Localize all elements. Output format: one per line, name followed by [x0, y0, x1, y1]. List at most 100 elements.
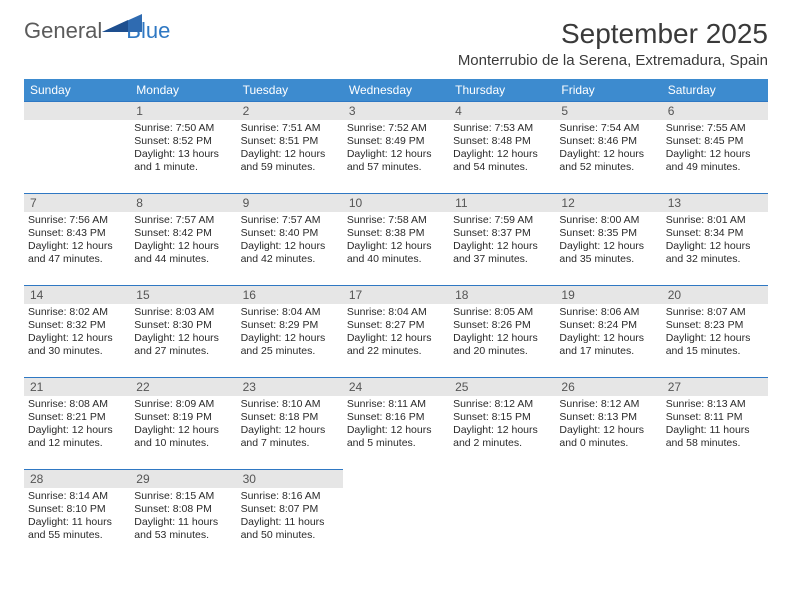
sunrise-text: Sunrise: 8:07 AM: [666, 306, 764, 319]
day-number: 21: [24, 377, 130, 396]
day-number: 20: [662, 285, 768, 304]
calendar-week-row: 14Sunrise: 8:02 AMSunset: 8:32 PMDayligh…: [24, 285, 768, 377]
month-title: September 2025: [458, 18, 768, 50]
sunset-text: Sunset: 8:19 PM: [134, 411, 232, 424]
sunrise-text: Sunrise: 8:04 AM: [347, 306, 445, 319]
daylight-text: Daylight: 12 hours and 49 minutes.: [666, 148, 764, 174]
day-number: 10: [343, 193, 449, 212]
brand-name-part1: General: [24, 18, 102, 44]
day-number: 25: [449, 377, 555, 396]
sunrise-text: Sunrise: 7:50 AM: [134, 122, 232, 135]
daylight-text: Daylight: 12 hours and 47 minutes.: [28, 240, 126, 266]
sunrise-text: Sunrise: 7:58 AM: [347, 214, 445, 227]
sunrise-text: Sunrise: 7:57 AM: [241, 214, 339, 227]
daylight-text: Daylight: 12 hours and 0 minutes.: [559, 424, 657, 450]
calendar-cell: 11Sunrise: 7:59 AMSunset: 8:37 PMDayligh…: [449, 193, 555, 285]
daylight-text: Daylight: 12 hours and 7 minutes.: [241, 424, 339, 450]
calendar-cell: 10Sunrise: 7:58 AMSunset: 8:38 PMDayligh…: [343, 193, 449, 285]
daylight-text: Daylight: 11 hours and 58 minutes.: [666, 424, 764, 450]
daylight-text: Daylight: 12 hours and 57 minutes.: [347, 148, 445, 174]
sunrise-text: Sunrise: 8:15 AM: [134, 490, 232, 503]
calendar-cell: 29Sunrise: 8:15 AMSunset: 8:08 PMDayligh…: [130, 469, 236, 561]
sunrise-text: Sunrise: 8:02 AM: [28, 306, 126, 319]
sunset-text: Sunset: 8:13 PM: [559, 411, 657, 424]
sunset-text: Sunset: 8:52 PM: [134, 135, 232, 148]
calendar-cell: 9Sunrise: 7:57 AMSunset: 8:40 PMDaylight…: [237, 193, 343, 285]
daylight-text: Daylight: 12 hours and 5 minutes.: [347, 424, 445, 450]
daylight-text: Daylight: 12 hours and 37 minutes.: [453, 240, 551, 266]
header: General Blue September 2025 Monterrubio …: [24, 18, 768, 69]
day-number: 24: [343, 377, 449, 396]
daylight-text: Daylight: 12 hours and 30 minutes.: [28, 332, 126, 358]
day-header: Saturday: [662, 79, 768, 101]
sunset-text: Sunset: 8:24 PM: [559, 319, 657, 332]
daylight-text: Daylight: 11 hours and 50 minutes.: [241, 516, 339, 542]
day-header: Tuesday: [237, 79, 343, 101]
calendar-cell: [555, 469, 661, 561]
daylight-text: Daylight: 12 hours and 27 minutes.: [134, 332, 232, 358]
day-number: 29: [130, 469, 236, 488]
calendar-cell: 22Sunrise: 8:09 AMSunset: 8:19 PMDayligh…: [130, 377, 236, 469]
daylight-text: Daylight: 11 hours and 53 minutes.: [134, 516, 232, 542]
day-header: Sunday: [24, 79, 130, 101]
sunrise-text: Sunrise: 8:10 AM: [241, 398, 339, 411]
calendar-cell: [449, 469, 555, 561]
sunset-text: Sunset: 8:07 PM: [241, 503, 339, 516]
sunset-text: Sunset: 8:38 PM: [347, 227, 445, 240]
day-number: 8: [130, 193, 236, 212]
daylight-text: Daylight: 12 hours and 22 minutes.: [347, 332, 445, 358]
sunrise-text: Sunrise: 8:05 AM: [453, 306, 551, 319]
day-number: 30: [237, 469, 343, 488]
calendar-cell: 23Sunrise: 8:10 AMSunset: 8:18 PMDayligh…: [237, 377, 343, 469]
calendar-cell: 27Sunrise: 8:13 AMSunset: 8:11 PMDayligh…: [662, 377, 768, 469]
calendar-cell: 16Sunrise: 8:04 AMSunset: 8:29 PMDayligh…: [237, 285, 343, 377]
calendar-cell: 2Sunrise: 7:51 AMSunset: 8:51 PMDaylight…: [237, 101, 343, 193]
day-number: 15: [130, 285, 236, 304]
sunrise-text: Sunrise: 7:57 AM: [134, 214, 232, 227]
sunrise-text: Sunrise: 7:54 AM: [559, 122, 657, 135]
sunrise-text: Sunrise: 7:56 AM: [28, 214, 126, 227]
daylight-text: Daylight: 12 hours and 44 minutes.: [134, 240, 232, 266]
sunrise-text: Sunrise: 7:59 AM: [453, 214, 551, 227]
calendar-cell: 20Sunrise: 8:07 AMSunset: 8:23 PMDayligh…: [662, 285, 768, 377]
daylight-text: Daylight: 12 hours and 54 minutes.: [453, 148, 551, 174]
day-header: Thursday: [449, 79, 555, 101]
daylight-text: Daylight: 11 hours and 55 minutes.: [28, 516, 126, 542]
sunset-text: Sunset: 8:48 PM: [453, 135, 551, 148]
calendar-cell: 25Sunrise: 8:12 AMSunset: 8:15 PMDayligh…: [449, 377, 555, 469]
sunset-text: Sunset: 8:10 PM: [28, 503, 126, 516]
sunrise-text: Sunrise: 8:16 AM: [241, 490, 339, 503]
sunrise-text: Sunrise: 8:01 AM: [666, 214, 764, 227]
sunrise-text: Sunrise: 8:09 AM: [134, 398, 232, 411]
sunset-text: Sunset: 8:46 PM: [559, 135, 657, 148]
daylight-text: Daylight: 12 hours and 20 minutes.: [453, 332, 551, 358]
day-number: 11: [449, 193, 555, 212]
day-number: 13: [662, 193, 768, 212]
calendar-cell: [24, 101, 130, 193]
day-header-row: Sunday Monday Tuesday Wednesday Thursday…: [24, 79, 768, 101]
calendar-cell: 3Sunrise: 7:52 AMSunset: 8:49 PMDaylight…: [343, 101, 449, 193]
daylight-text: Daylight: 12 hours and 15 minutes.: [666, 332, 764, 358]
day-number: 1: [130, 101, 236, 120]
day-number: 5: [555, 101, 661, 120]
day-number: [24, 101, 130, 120]
sunrise-text: Sunrise: 8:11 AM: [347, 398, 445, 411]
calendar-week-row: 21Sunrise: 8:08 AMSunset: 8:21 PMDayligh…: [24, 377, 768, 469]
sunset-text: Sunset: 8:11 PM: [666, 411, 764, 424]
daylight-text: Daylight: 12 hours and 12 minutes.: [28, 424, 126, 450]
sunrise-text: Sunrise: 8:13 AM: [666, 398, 764, 411]
calendar-cell: 7Sunrise: 7:56 AMSunset: 8:43 PMDaylight…: [24, 193, 130, 285]
sunrise-text: Sunrise: 7:55 AM: [666, 122, 764, 135]
brand-triangle-icon: [102, 14, 142, 32]
calendar-cell: 17Sunrise: 8:04 AMSunset: 8:27 PMDayligh…: [343, 285, 449, 377]
sunset-text: Sunset: 8:34 PM: [666, 227, 764, 240]
sunset-text: Sunset: 8:21 PM: [28, 411, 126, 424]
day-number: 3: [343, 101, 449, 120]
calendar-cell: 4Sunrise: 7:53 AMSunset: 8:48 PMDaylight…: [449, 101, 555, 193]
brand-logo: General Blue: [24, 18, 170, 44]
calendar-table: Sunday Monday Tuesday Wednesday Thursday…: [24, 79, 768, 561]
day-number: 12: [555, 193, 661, 212]
calendar-cell: 30 Sunrise: 8:16 AMSunset: 8:07 PMDayligh…: [237, 469, 343, 561]
sunrise-text: Sunrise: 8:04 AM: [241, 306, 339, 319]
sunrise-text: Sunrise: 8:14 AM: [28, 490, 126, 503]
